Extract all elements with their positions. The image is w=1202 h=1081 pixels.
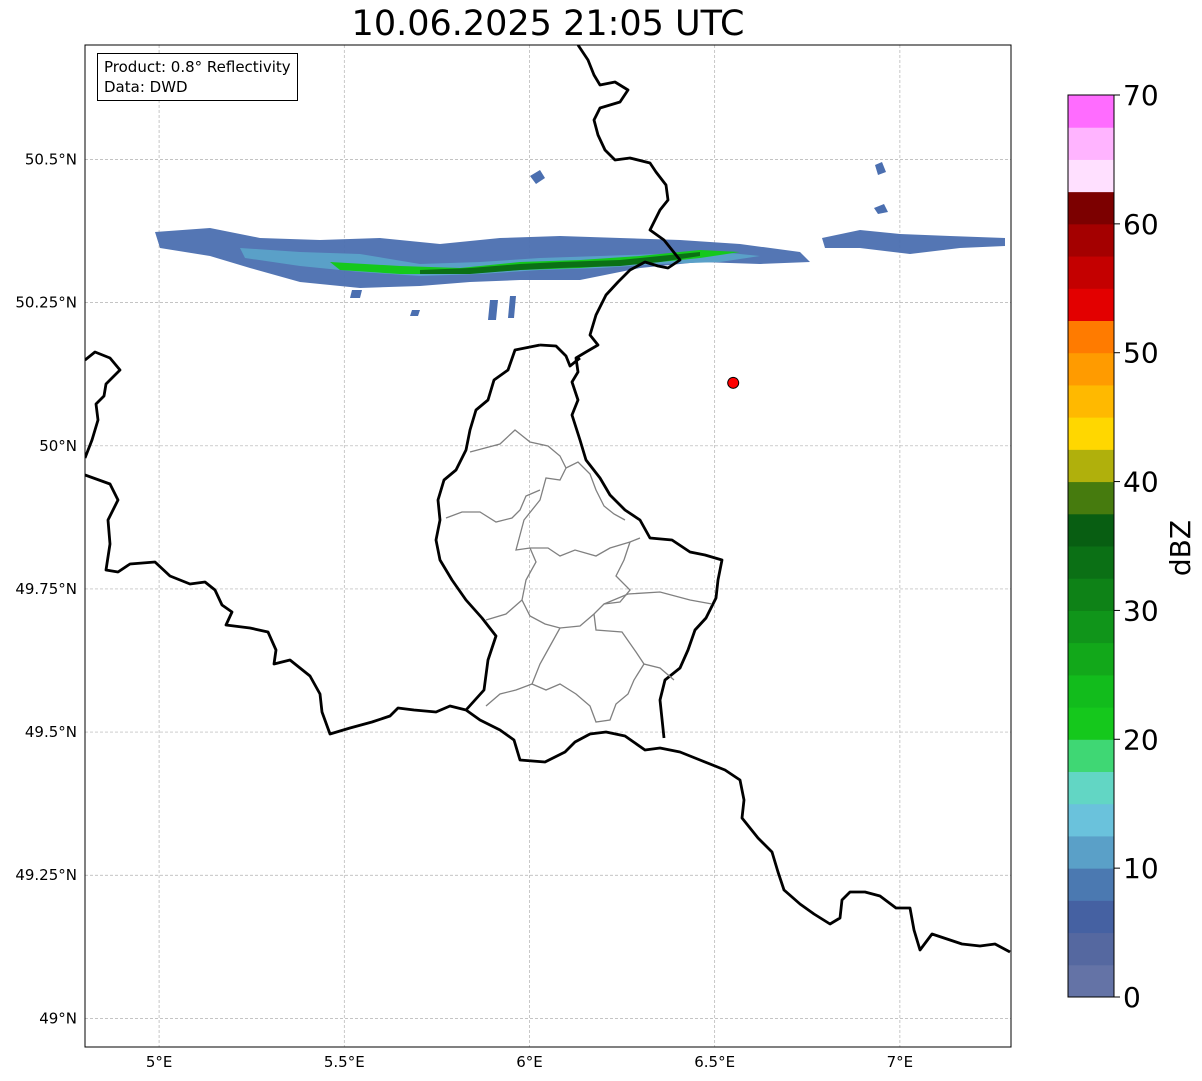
- country-borders: [85, 45, 1011, 954]
- echo-band-east: [822, 230, 1005, 254]
- y-tick-label: 49°N: [39, 1009, 77, 1027]
- border-be-north: [85, 350, 122, 459]
- canton-border-4: [521, 541, 631, 629]
- echo-cell-northeast: [874, 162, 888, 214]
- y-tick-label: 50.25°N: [15, 294, 77, 312]
- y-tick-label: 50.5°N: [25, 151, 77, 169]
- data-source-label: Data: DWD: [104, 78, 188, 96]
- y-tick-label: 49.75°N: [15, 580, 77, 598]
- border-lu-west: [434, 343, 541, 711]
- echo-core-strong: [330, 250, 740, 274]
- echo-core-embedded: [420, 252, 700, 274]
- canton-border-9: [485, 683, 533, 707]
- x-tick-label: 6.5°E: [694, 1053, 735, 1071]
- info-box: Product: 0.8° Reflectivity Data: DWD: [97, 53, 298, 101]
- echo-band-west: [155, 228, 810, 288]
- border-de-east: [570, 45, 724, 739]
- canton-border-1: [469, 429, 641, 557]
- x-tick-label: 6°E: [516, 1053, 543, 1071]
- canton-border-7: [593, 613, 675, 681]
- x-tick-label: 7°E: [887, 1053, 914, 1071]
- canton-border-5: [603, 591, 713, 605]
- map-background: [85, 45, 1011, 1047]
- y-axis-ticks: 50.5°N 50.25°N 50°N 49.75°N 49.5°N 49.25°N 49°…: [15, 151, 77, 1028]
- canton-border-3: [565, 461, 626, 521]
- site-marker: [727, 376, 740, 389]
- x-tick-label: 5°E: [146, 1053, 173, 1071]
- canton-border-6: [485, 599, 523, 621]
- map-title: 10.06.2025 21:05 UTC: [351, 4, 745, 44]
- canton-border-8: [531, 627, 645, 723]
- y-tick-label: 50°N: [39, 437, 77, 455]
- y-tick-label: 49.25°N: [15, 866, 77, 884]
- border-fr-south: [85, 473, 1011, 954]
- product-label: Product: 0.8° Reflectivity: [104, 58, 291, 76]
- x-axis-ticks: 5°E 5.5°E 6°E 6.5°E 7°E: [146, 1053, 913, 1071]
- border-lu-north: [539, 343, 581, 368]
- radar-echoes: [155, 162, 1005, 320]
- y-tick-label: 49.5°N: [25, 723, 77, 741]
- map-frame: [84, 44, 1012, 1048]
- canton-border-2: [445, 489, 541, 523]
- gridlines: [85, 45, 1011, 1047]
- x-tick-label: 5.5°E: [324, 1053, 365, 1071]
- echo-cell-north: [530, 170, 545, 184]
- canton-borders: [445, 429, 713, 723]
